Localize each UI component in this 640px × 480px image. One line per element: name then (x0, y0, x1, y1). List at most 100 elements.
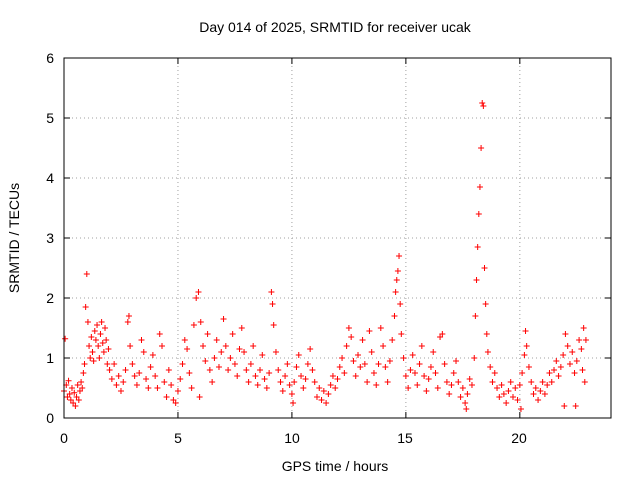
data-point (120, 379, 127, 385)
data-point (505, 388, 512, 394)
data-point (227, 355, 234, 361)
x-tick-label: 0 (60, 430, 68, 446)
data-point (457, 394, 464, 400)
data-point (293, 364, 300, 370)
data-point (455, 379, 462, 385)
data-point (434, 385, 441, 391)
data-point (241, 349, 248, 355)
data-point (213, 337, 220, 343)
data-point (421, 373, 428, 379)
data-point (496, 394, 503, 400)
data-point (373, 382, 380, 388)
data-point (414, 382, 421, 388)
data-point (71, 389, 78, 396)
data-point (124, 319, 131, 325)
data-point (355, 352, 362, 358)
data-point (200, 343, 207, 349)
data-point (66, 391, 73, 397)
data-point (480, 103, 487, 109)
data-point (512, 385, 519, 391)
data-point (84, 319, 91, 325)
data-point (234, 373, 241, 379)
data-point (380, 343, 387, 349)
data-point (516, 382, 523, 388)
data-point (204, 331, 211, 337)
data-point (88, 334, 95, 340)
data-point (418, 343, 425, 349)
data-point (359, 337, 366, 343)
data-point (103, 337, 110, 343)
data-point (517, 406, 524, 412)
data-point (484, 349, 491, 355)
data-point (532, 385, 539, 391)
data-point (425, 376, 432, 382)
data-point (104, 361, 111, 367)
y-tick-labels: 0 1 2 3 4 5 6 (46, 50, 54, 426)
data-point (366, 328, 373, 334)
data-point (350, 358, 357, 364)
data-point (562, 331, 569, 337)
data-point (147, 364, 154, 370)
data-point (99, 340, 106, 346)
data-point (384, 379, 391, 385)
y-tick-label: 6 (46, 50, 54, 66)
data-point (136, 370, 143, 376)
data-point (143, 376, 150, 382)
data-point (352, 373, 359, 379)
data-point (491, 370, 498, 376)
data-point (190, 322, 197, 328)
data-point (102, 325, 109, 331)
data-point (79, 385, 86, 391)
data-point (462, 400, 469, 406)
data-point (409, 352, 416, 358)
data-point (463, 406, 470, 412)
data-point (368, 349, 375, 355)
data-point (564, 343, 571, 349)
data-point (300, 385, 307, 391)
data-point (108, 376, 115, 382)
data-point (450, 370, 457, 376)
data-point (152, 373, 159, 379)
data-point (521, 352, 528, 358)
data-point (163, 394, 170, 400)
data-point (522, 328, 529, 334)
data-point (471, 355, 478, 361)
data-point (247, 361, 254, 367)
data-point (320, 388, 327, 394)
data-point (581, 379, 588, 385)
data-point (231, 361, 238, 367)
data-point (576, 337, 583, 343)
data-point (98, 319, 105, 325)
data-point (131, 373, 138, 379)
data-point (105, 346, 112, 352)
data-point (539, 379, 546, 385)
data-point (168, 382, 175, 388)
data-point (519, 370, 526, 376)
data-point (291, 379, 298, 385)
data-point (304, 361, 311, 367)
data-point (561, 403, 568, 409)
data-point (407, 367, 414, 373)
data-point (397, 301, 404, 307)
data-point (573, 358, 580, 364)
data-point (487, 364, 494, 370)
data-point (138, 337, 145, 343)
data-point (282, 373, 289, 379)
data-point (579, 367, 586, 373)
data-point (90, 358, 97, 364)
data-point (156, 331, 163, 337)
data-point (122, 367, 129, 373)
data-point (266, 370, 273, 376)
data-point (416, 361, 423, 367)
data-point (165, 367, 172, 373)
data-point (466, 376, 473, 382)
data-point (302, 376, 309, 382)
data-point (553, 358, 560, 364)
data-point (275, 367, 282, 373)
data-point (311, 379, 318, 385)
data-point (446, 391, 453, 397)
data-point (348, 334, 355, 340)
data-point (448, 382, 455, 388)
data-point (127, 343, 134, 349)
